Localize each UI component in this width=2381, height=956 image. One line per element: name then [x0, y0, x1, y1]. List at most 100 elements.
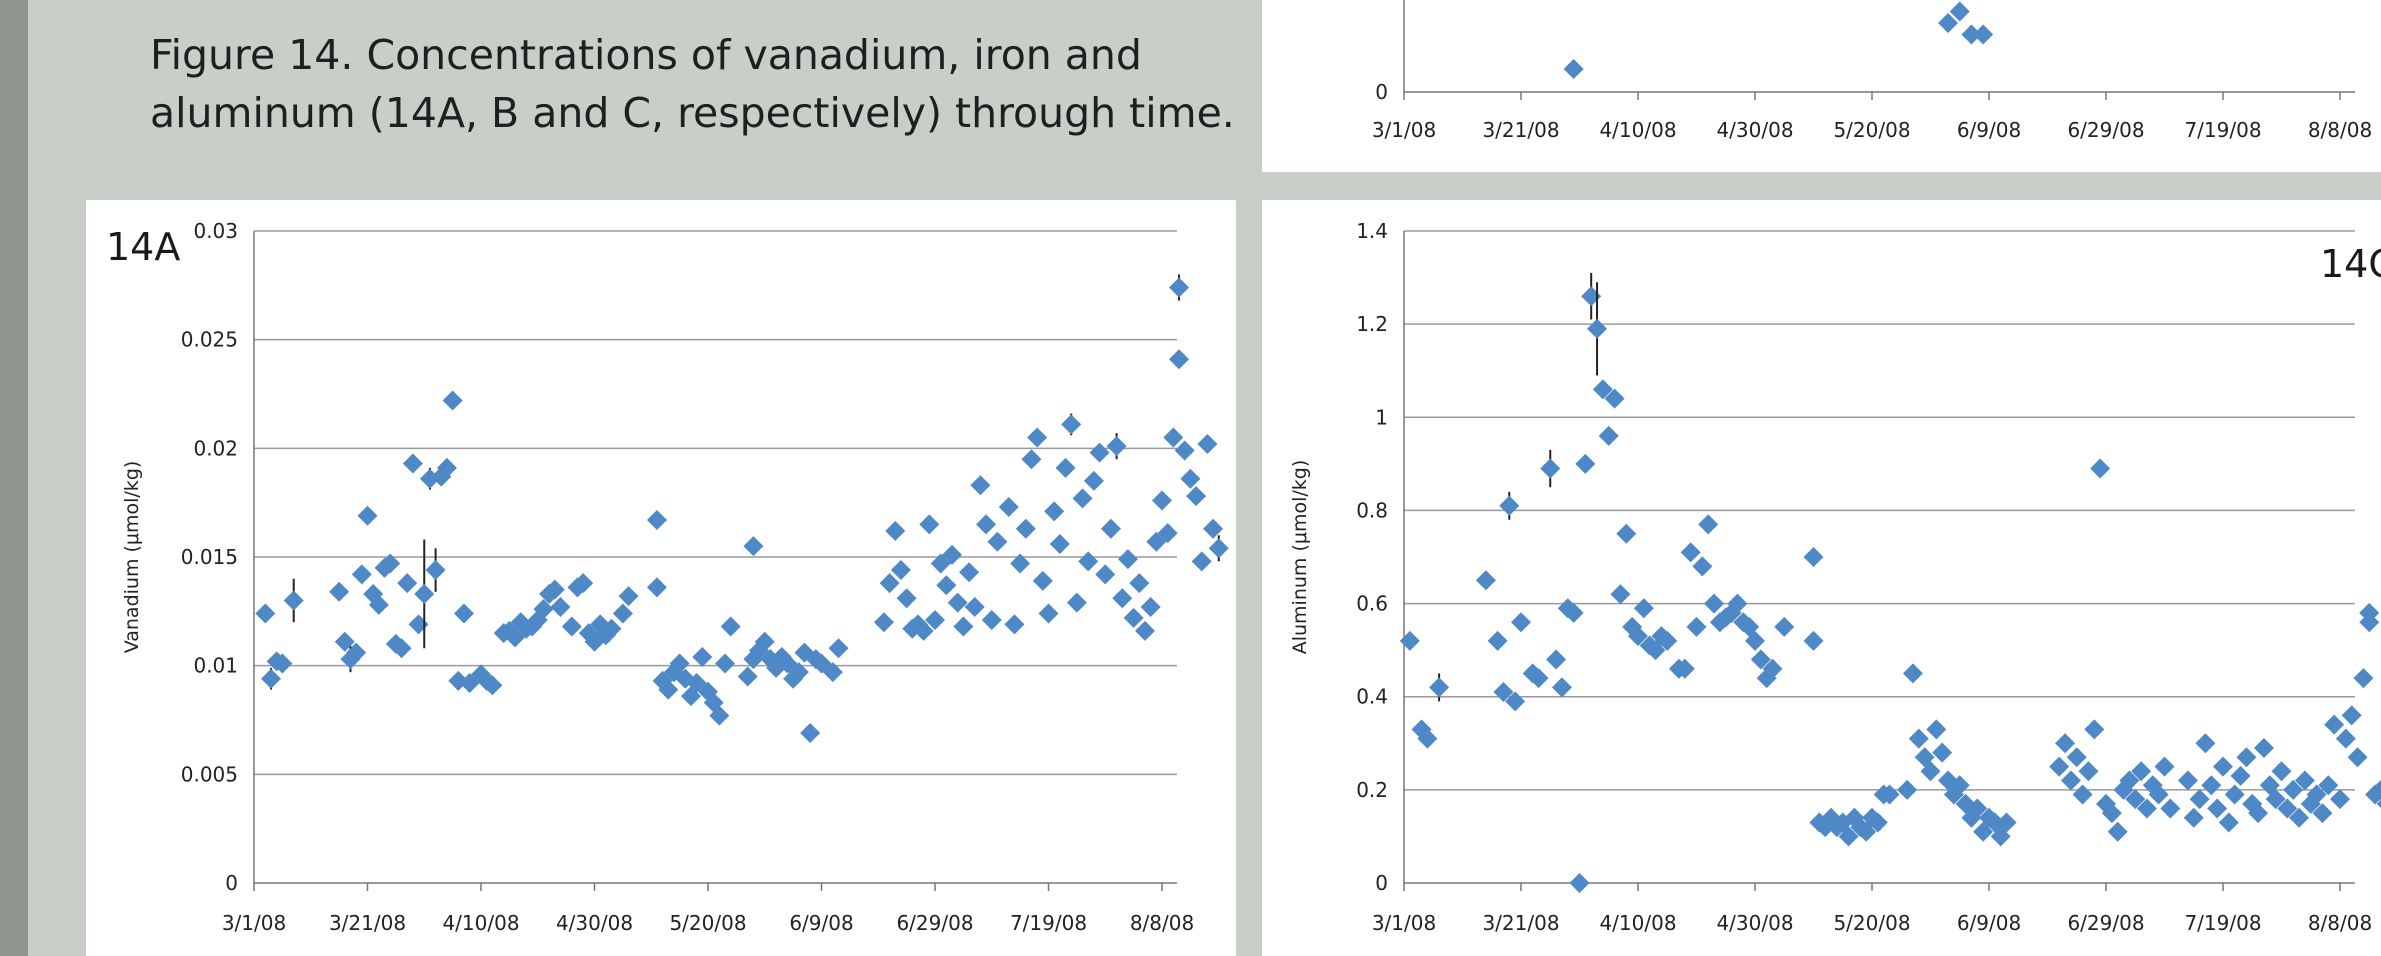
data-point: [1004, 614, 1025, 635]
data-point: [2101, 803, 2122, 824]
data-point: [368, 594, 389, 615]
data-point: [981, 610, 1002, 631]
data-point: [964, 596, 985, 617]
data-point: [561, 616, 582, 637]
data-point: [2213, 756, 2233, 777]
data-point: [953, 616, 974, 637]
data-point: [698, 681, 718, 702]
data-point: [1774, 616, 1795, 637]
data-point: [2265, 789, 2286, 810]
data-point: [766, 657, 787, 678]
data-point: [2341, 705, 2362, 726]
data-point: [2072, 784, 2093, 805]
left-edge-strip: [0, 0, 28, 956]
data-point: [1528, 668, 1549, 689]
data-point: [2335, 728, 2356, 749]
data-point: [1072, 488, 1093, 509]
y-tick-label: 0.4: [1356, 685, 1388, 709]
data-point: [2230, 765, 2251, 786]
data-point: [873, 612, 894, 633]
data-point: [1180, 468, 1201, 489]
data-point: [1049, 533, 1070, 554]
caption-line-2: aluminum (14A, B and C, respectively) th…: [150, 89, 1235, 137]
data-point: [442, 390, 463, 411]
data-point: [1692, 556, 1713, 577]
y-tick-label: 0.025: [181, 328, 238, 352]
x-tick-label: 8/8/08: [2308, 118, 2372, 142]
data-point: [1569, 873, 1590, 893]
chart-panel-14b: 0.203/1/083/21/084/10/084/30/085/20/086/…: [1262, 0, 2381, 172]
data-point: [1762, 658, 1783, 679]
data-point: [2224, 784, 2245, 805]
data-point: [1117, 549, 1138, 570]
data-point: [2066, 747, 2087, 768]
x-tick-label: 3/21/08: [1482, 911, 1559, 935]
data-point: [2183, 807, 2204, 828]
data-point: [255, 603, 276, 624]
data-point: [1604, 388, 1625, 409]
data-point: [2154, 756, 2175, 777]
data-point: [1100, 518, 1121, 539]
data-point: [2131, 761, 2152, 782]
chart-panel-14a: 0.03 0.025 0.02 0.015 0.01 0.005 0 3/1/08 3/21/0…: [86, 200, 1236, 956]
data-point: [2113, 779, 2134, 800]
data-point: [811, 653, 832, 674]
data-point: [686, 673, 707, 694]
data-point: [1879, 784, 1900, 805]
data-point: [754, 631, 775, 652]
data-point: [2107, 821, 2128, 842]
data-point: [1973, 24, 1994, 45]
data-point: [1429, 677, 1450, 698]
y-tick-label: 1.4: [1356, 219, 1388, 243]
data-point: [2253, 737, 2274, 758]
data-point: [2055, 733, 2076, 754]
data-point: [2277, 798, 2298, 819]
data-point: [1698, 514, 1719, 535]
data-point: [1475, 570, 1496, 591]
data-point: [1908, 728, 1929, 749]
y-axis-title: Aluminum (μmol/kg): [1289, 460, 1311, 655]
data-point: [459, 673, 480, 694]
data-point: [453, 603, 474, 624]
data-point: [936, 575, 957, 596]
data-point: [1587, 318, 1608, 339]
data-point: [743, 536, 764, 557]
data-point: [1505, 691, 1526, 712]
data-point: [1902, 663, 1923, 684]
data-point: [2283, 779, 2304, 800]
data-point: [2142, 775, 2163, 796]
x-tick-label: 8/8/08: [2308, 911, 2372, 935]
data-point: [612, 603, 633, 624]
data-point: [1399, 630, 1420, 651]
data-point: [408, 614, 429, 635]
panel-label-14c: 14C: [2320, 242, 2381, 286]
data-point: [1750, 649, 1771, 670]
x-tick-label: 3/1/08: [222, 911, 286, 935]
data-point: [2330, 789, 2350, 810]
y-tick-label: 0.015: [181, 545, 238, 569]
data-point: [1938, 13, 1959, 33]
x-tick-label: 6/9/08: [1957, 118, 2021, 142]
data-point: [658, 679, 679, 700]
data-point: [1616, 523, 1637, 544]
data-point: [646, 577, 667, 598]
data-point: [715, 653, 736, 674]
data-point: [1932, 742, 1953, 763]
y-tick-label: 0.6: [1356, 592, 1388, 616]
data-point: [414, 583, 435, 604]
data-point: [1061, 414, 1082, 435]
data-point: [925, 610, 945, 631]
data-point: [351, 564, 372, 585]
data-point: [828, 638, 849, 659]
x-tick-label: 4/10/08: [1599, 118, 1676, 142]
data-point: [2248, 803, 2269, 824]
data-point: [1645, 640, 1666, 661]
data-point: [1157, 523, 1178, 544]
data-point: [1191, 551, 1212, 572]
data-point: [2376, 799, 2381, 809]
x-tick-label: 3/1/08: [1372, 911, 1436, 935]
data-point: [2318, 775, 2339, 796]
data-point: [1169, 349, 1190, 370]
chart-14a-svg: 0.03 0.025 0.02 0.015 0.01 0.005 0 3/1/08 3/21/0…: [121, 219, 1229, 935]
x-tick-label: 7/19/08: [2184, 911, 2261, 935]
